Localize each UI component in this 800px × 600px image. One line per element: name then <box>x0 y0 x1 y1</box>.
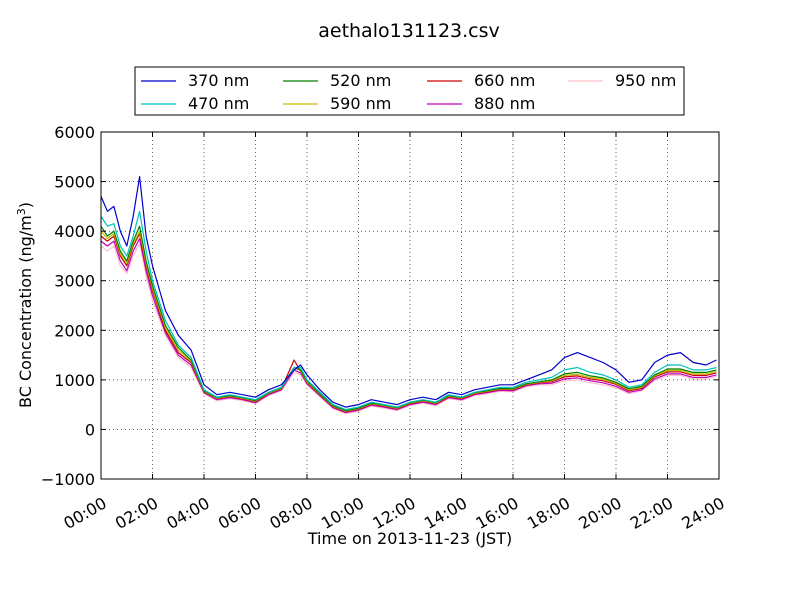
series-line-520-nm <box>100 225 717 412</box>
x-tick-label: 06:00 <box>215 493 264 533</box>
x-tick-label: 02:00 <box>112 493 161 533</box>
legend-entry: 470 nm <box>141 94 249 113</box>
legend-label: 520 nm <box>330 71 391 90</box>
legend-box <box>134 66 685 116</box>
legend-label: 880 nm <box>474 94 535 113</box>
legend-entry: 660 nm <box>427 71 535 90</box>
grid <box>101 132 719 479</box>
y-tick-label: 4000 <box>54 222 95 241</box>
x-tick-label: 24:00 <box>678 493 727 533</box>
x-tick-label: 08:00 <box>266 493 315 533</box>
series-line-470-nm <box>100 210 717 411</box>
x-tick-label: 18:00 <box>524 493 573 533</box>
legend-entry: 950 nm <box>568 71 676 90</box>
y-axis-label-superscript: 3 <box>15 208 28 215</box>
x-tick-label: 16:00 <box>472 493 521 533</box>
y-tick-label: 0 <box>85 420 95 439</box>
legend-label: 470 nm <box>188 94 249 113</box>
x-tick-label: 14:00 <box>421 493 470 533</box>
y-tick-label: 3000 <box>54 272 95 291</box>
y-tick-label: 6000 <box>54 123 95 142</box>
legend-entry: 370 nm <box>141 71 249 90</box>
y-tick-label: −1000 <box>41 470 95 489</box>
legend-entry: 520 nm <box>283 71 391 90</box>
y-tick-label: 1000 <box>54 371 95 390</box>
x-tick-label: 04:00 <box>163 493 212 533</box>
legend-entry: 590 nm <box>283 94 391 113</box>
legend-label: 590 nm <box>330 94 391 113</box>
x-tick-label: 12:00 <box>369 493 418 533</box>
x-tick-label: 20:00 <box>575 493 624 533</box>
y-axis-label: BC Concentration (ng/m3) <box>15 202 35 408</box>
plot-lines <box>100 176 717 415</box>
y-tick-labels: 6000 5000 4000 3000 2000 1000 0 −1000 <box>41 123 95 489</box>
x-tick-label: 00:00 <box>60 493 109 533</box>
y-tick-label: 2000 <box>54 321 95 340</box>
series-line-880-nm <box>100 238 717 414</box>
x-tick-labels: 00:00 02:00 04:00 06:00 08:00 10:00 12:00 14:00… <box>60 493 727 533</box>
y-axis-label-main: BC Concentration (ng/m <box>16 215 35 408</box>
x-tick-label: 22:00 <box>627 493 676 533</box>
legend-label: 950 nm <box>615 71 676 90</box>
legend-entry: 880 nm <box>427 94 535 113</box>
x-tick-label: 10:00 <box>318 493 367 533</box>
legend-label: 660 nm <box>474 71 535 90</box>
series-line-370-nm <box>100 176 717 408</box>
x-axis-label: Time on 2013-11-23 (JST) <box>307 529 512 548</box>
y-axis-label-suffix: ) <box>16 202 35 208</box>
legend: 370 nm 470 nm 520 nm 590 nm 660 nm 880 nm 950 … <box>134 66 685 116</box>
ticks <box>100 131 720 480</box>
y-tick-label: 5000 <box>54 173 95 192</box>
legend-label: 370 nm <box>188 71 249 90</box>
chart-title: aethalo131123.csv <box>318 20 500 42</box>
series-line-950-nm <box>100 242 717 415</box>
